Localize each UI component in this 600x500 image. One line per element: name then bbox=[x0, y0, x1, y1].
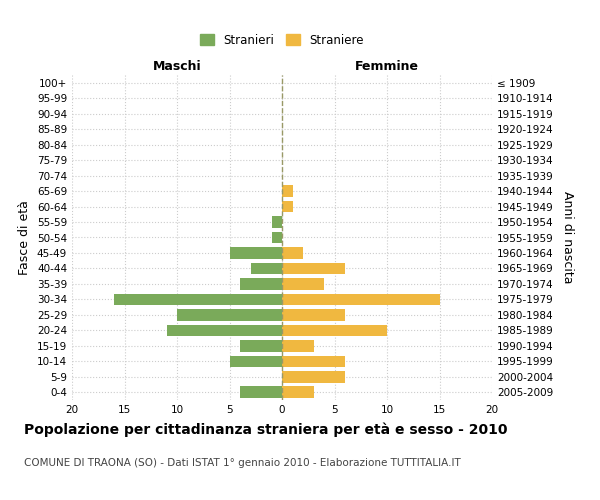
Bar bbox=[282, 356, 345, 367]
Text: Maschi: Maschi bbox=[152, 60, 202, 72]
Bar bbox=[282, 371, 345, 382]
Bar bbox=[282, 200, 293, 212]
Bar bbox=[177, 309, 282, 320]
Bar bbox=[229, 356, 282, 367]
Bar bbox=[282, 186, 293, 197]
Y-axis label: Anni di nascita: Anni di nascita bbox=[560, 191, 574, 284]
Bar bbox=[282, 309, 345, 320]
Bar bbox=[282, 294, 439, 305]
Bar bbox=[282, 262, 345, 274]
Bar bbox=[282, 340, 314, 351]
Bar bbox=[282, 247, 303, 259]
Bar bbox=[282, 324, 387, 336]
Text: Popolazione per cittadinanza straniera per età e sesso - 2010: Popolazione per cittadinanza straniera p… bbox=[24, 422, 508, 437]
Y-axis label: Fasce di età: Fasce di età bbox=[19, 200, 31, 275]
Bar bbox=[114, 294, 282, 305]
Bar bbox=[229, 247, 282, 259]
Bar bbox=[271, 232, 282, 243]
Bar bbox=[282, 278, 324, 289]
Bar bbox=[240, 386, 282, 398]
Bar bbox=[240, 278, 282, 289]
Text: COMUNE DI TRAONA (SO) - Dati ISTAT 1° gennaio 2010 - Elaborazione TUTTITALIA.IT: COMUNE DI TRAONA (SO) - Dati ISTAT 1° ge… bbox=[24, 458, 461, 468]
Bar bbox=[251, 262, 282, 274]
Bar bbox=[271, 216, 282, 228]
Bar bbox=[167, 324, 282, 336]
Bar bbox=[282, 386, 314, 398]
Text: Femmine: Femmine bbox=[355, 60, 419, 72]
Bar bbox=[240, 340, 282, 351]
Legend: Stranieri, Straniere: Stranieri, Straniere bbox=[195, 29, 369, 52]
